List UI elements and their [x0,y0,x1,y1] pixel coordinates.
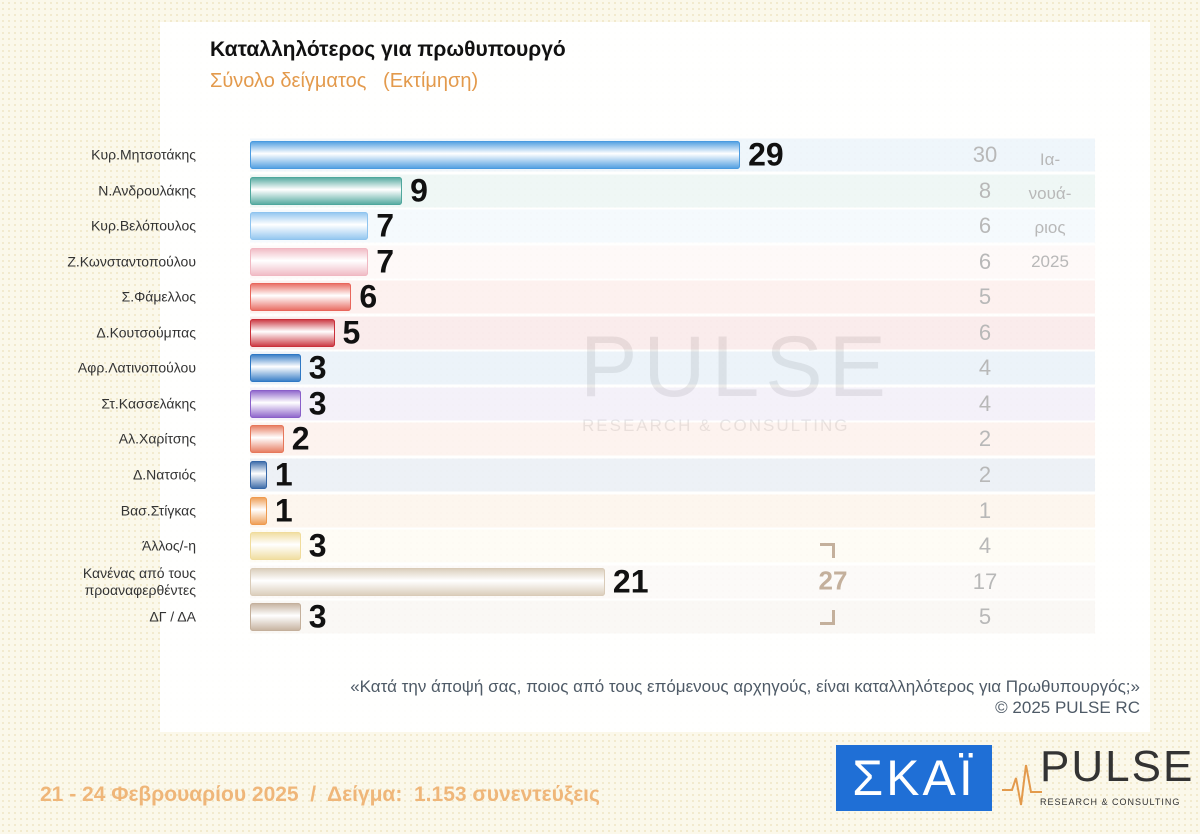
skai-logo: ΣΚΑΪ [836,745,992,811]
row-band [250,316,1095,350]
comparison-value: 2 [978,461,992,487]
bar [250,247,369,276]
row-band [250,600,1095,634]
category-label: Δ.Νατσιός [132,466,196,483]
copyright: © 2025 PULSE RC [995,698,1140,717]
value-label: 1 [274,492,293,528]
row-band [250,280,1095,314]
comparison-label: 2025 [1031,252,1069,271]
row-band [250,529,1095,563]
bar [250,532,301,561]
category-label: Κανένας από τους προαναφερθέντες [82,564,196,598]
bar [250,460,267,489]
category-label: Βασ.Στίγκας [120,502,196,518]
value-label: 3 [308,527,327,564]
comparison-value: 5 [978,604,992,630]
bar [250,354,301,383]
row-band [250,245,1095,279]
panel [160,22,1150,732]
category-label: Ν.Ανδρουλάκης [98,182,196,199]
comparison-label: νουά- [1028,184,1072,203]
bracket-total: 27 [818,565,848,596]
value-label: 3 [308,385,327,422]
category-label: Αφρ.Λατινοπούλου [77,359,196,376]
value-label: 3 [308,598,327,635]
value-label: 5 [342,314,361,351]
category-label: Δ.Κουτσούμπας [96,324,196,341]
row-band [250,351,1095,385]
question: «Κατά την άποψή σας, ποιος από τους επόμ… [350,677,1140,696]
comparison-value: 1 [978,497,992,523]
category-label: Κυρ.Βελόπουλος [90,217,196,234]
value-label: 21 [612,563,649,600]
value-label: 29 [748,136,784,173]
value-label: 7 [376,207,395,244]
comparison-value: 5 [978,284,992,310]
category-label: Σ.Φάμελλος [121,288,196,305]
category-label: Αλ.Χαρίτσης [118,430,196,447]
watermark-sub: RESEARCH & CONSULTING [582,416,850,435]
comparison-label: Ια- [1039,150,1061,169]
category-label: Στ.Κασσελάκης [101,395,196,412]
bar [250,496,267,525]
comparison-label: ριος [1034,218,1066,237]
row-band [250,209,1095,243]
bracket [820,610,835,625]
comparison-value: 4 [978,533,992,559]
chart-title: Καταλληλότερος για πρωθυπουργό [210,38,566,61]
pulse-icon [1002,764,1042,806]
bar [250,425,284,454]
value-label: 6 [359,278,378,315]
watermark: PULSE [580,319,893,415]
comparison-value: 6 [978,213,992,239]
bar [250,141,741,169]
comparison-value: 4 [978,390,992,416]
bar [250,283,352,312]
comparison-value: 30 [972,142,998,167]
value-label: 1 [274,456,293,493]
category-label: ΔΓ / ΔΑ [149,608,196,625]
comparison-value: 6 [978,248,992,274]
bar [250,567,605,596]
category-label: Κυρ.Μητσοτάκης [91,146,196,163]
value-label: 3 [308,349,327,386]
value-label: 7 [376,243,395,280]
comparison-value: 8 [978,177,992,203]
category-label: Άλλος/-η [141,537,196,554]
bar [250,603,301,632]
value-label: 2 [291,420,310,457]
bar [250,389,301,418]
row-band [250,422,1095,456]
footer: 21 - 24 Φεβρουαρίου 2025 / Δείγμα: 1.153… [40,783,600,806]
category-label: Ζ.Κωνσταντοπούλου [67,253,196,270]
row-band [250,387,1095,421]
chart-subtitle: Σύνολο δείγματος (Εκτίμηση) [210,70,479,92]
row-band [250,458,1095,492]
bracket [820,543,835,558]
value-label: 9 [410,172,428,209]
pulse-logo: PULSE [1040,742,1195,791]
bar [250,212,369,241]
row-band [250,494,1095,527]
bar [250,176,403,205]
pulse-logo-sub: RESEARCH & CONSULTING [1040,797,1181,807]
comparison-value: 2 [978,426,992,452]
comparison-value: 4 [978,355,992,381]
bar [250,318,335,347]
comparison-value: 17 [972,568,998,594]
comparison-value: 6 [978,319,992,345]
